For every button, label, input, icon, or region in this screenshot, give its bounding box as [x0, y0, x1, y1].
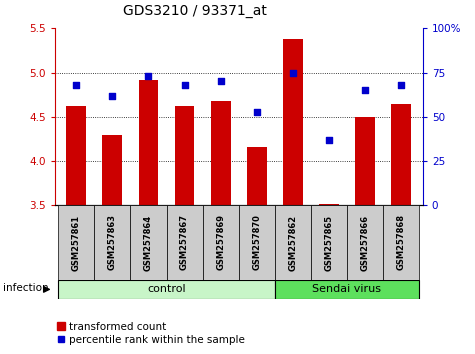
Text: GSM257861: GSM257861 [72, 215, 81, 270]
Text: GSM257868: GSM257868 [397, 215, 406, 270]
Text: GSM257862: GSM257862 [288, 215, 297, 270]
Bar [355, 117, 375, 205]
Text: GSM257865: GSM257865 [324, 215, 333, 270]
Text: GSM257864: GSM257864 [144, 215, 153, 270]
Bar [391, 103, 411, 205]
Legend: transformed count, percentile rank within the sample: transformed count, percentile rank withi… [53, 317, 249, 349]
Text: GSM257866: GSM257866 [361, 215, 370, 270]
Point [289, 70, 296, 75]
Bar [175, 106, 194, 205]
Text: control: control [147, 284, 186, 295]
Point [397, 82, 405, 88]
Text: GSM257870: GSM257870 [252, 215, 261, 270]
Polygon shape [203, 205, 239, 280]
Point [181, 82, 189, 88]
Bar [247, 147, 266, 205]
Polygon shape [58, 205, 95, 280]
Text: GSM257867: GSM257867 [180, 215, 189, 270]
Polygon shape [311, 205, 347, 280]
Point [73, 82, 80, 88]
Text: Sendai virus: Sendai virus [313, 284, 381, 295]
Point [109, 93, 116, 98]
Polygon shape [275, 205, 311, 280]
Point [325, 137, 332, 143]
Polygon shape [275, 280, 419, 299]
Point [253, 109, 260, 114]
Bar [139, 80, 158, 205]
Polygon shape [239, 205, 275, 280]
Text: infection: infection [3, 284, 48, 293]
Point [217, 79, 225, 84]
Text: GSM257863: GSM257863 [108, 215, 117, 270]
Bar [319, 204, 339, 205]
Polygon shape [167, 205, 203, 280]
Polygon shape [58, 280, 275, 299]
Text: GSM257869: GSM257869 [216, 215, 225, 270]
Point [145, 73, 152, 79]
Polygon shape [95, 205, 131, 280]
Bar [103, 135, 122, 205]
Text: GDS3210 / 93371_at: GDS3210 / 93371_at [123, 4, 266, 18]
Point [361, 87, 369, 93]
Polygon shape [131, 205, 167, 280]
Bar [211, 101, 230, 205]
Polygon shape [347, 205, 383, 280]
Polygon shape [383, 205, 419, 280]
Bar [283, 39, 303, 205]
Bar [66, 106, 86, 205]
